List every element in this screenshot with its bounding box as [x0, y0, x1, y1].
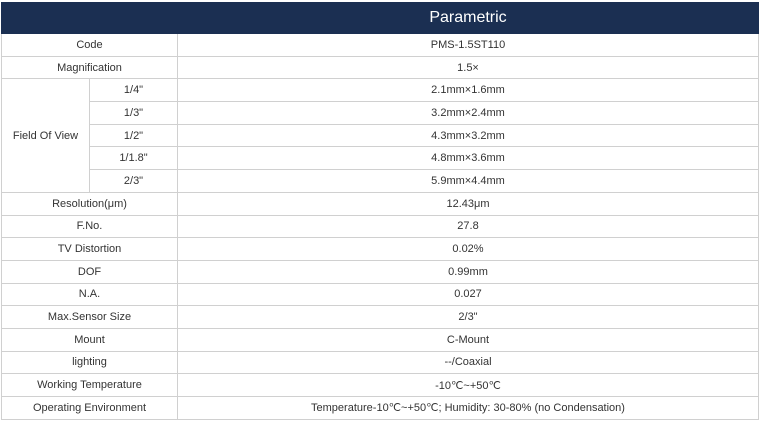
row-label: Code	[1, 33, 178, 57]
row-label: Max.Sensor Size	[1, 305, 178, 329]
row-value: 12.43μm	[177, 191, 759, 216]
fov-value: 3.2mm×2.4mm	[177, 101, 759, 125]
table-row: Resolution(μm) 12.43μm	[1, 191, 759, 216]
row-value: -10℃~+50℃	[177, 373, 759, 397]
fov-value: 5.9mm×4.4mm	[177, 169, 759, 193]
fov-value: 2.1mm×1.6mm	[177, 78, 759, 103]
row-value: Temperature-10℃~+50℃; Humidity: 30-80% (…	[177, 396, 759, 420]
row-value: --/Coaxial	[177, 350, 759, 375]
table-row: N.A. 0.027	[1, 282, 759, 307]
row-value: 27.8	[177, 214, 759, 239]
fov-label: Field Of View	[1, 78, 90, 193]
row-label: Magnification	[1, 55, 178, 80]
table-title: Parametric	[177, 2, 759, 34]
row-label: Resolution(μm)	[1, 191, 178, 216]
sensor-size: 1/3"	[89, 101, 178, 125]
table-row: Field Of View 1/4" 2.1mm×1.6mm	[1, 78, 759, 193]
table-row: Max.Sensor Size 2/3"	[1, 305, 759, 329]
table-row: Operating Environment Temperature-10℃~+50…	[1, 396, 759, 420]
table-row: lighting --/Coaxial	[1, 350, 759, 375]
sensor-size: 2/3"	[89, 169, 178, 193]
table-row: 2/3" 5.9mm×4.4mm	[2, 169, 759, 193]
row-value: 0.027	[177, 282, 759, 307]
row-label: DOF	[1, 259, 178, 284]
fov-value: 4.3mm×3.2mm	[177, 123, 759, 148]
row-value: 0.02%	[177, 237, 759, 261]
row-label: Mount	[1, 327, 178, 352]
table-row: DOF 0.99mm	[1, 259, 759, 284]
header-row: Parametric	[1, 2, 759, 34]
row-value: 2/3"	[177, 305, 759, 329]
row-label: F.No.	[1, 214, 178, 239]
table-row: Magnification 1.5×	[1, 55, 759, 80]
table-row: 1/1.8" 4.8mm×3.6mm	[2, 146, 759, 171]
table-row: 1/2" 4.3mm×3.2mm	[2, 123, 759, 148]
row-value: 0.99mm	[177, 259, 759, 284]
row-label: lighting	[1, 350, 178, 375]
table-row: Working Temperature -10℃~+50℃	[1, 373, 759, 397]
row-label: Operating Environment	[1, 396, 178, 420]
row-label: Working Temperature	[1, 373, 178, 397]
table-row: TV Distortion 0.02%	[1, 237, 759, 261]
row-value: C-Mount	[177, 327, 759, 352]
sensor-size: 1/4"	[89, 78, 178, 103]
table-row: Mount C-Mount	[1, 327, 759, 352]
table-row: F.No. 27.8	[1, 214, 759, 239]
table-row: Code PMS-1.5ST110	[1, 33, 759, 57]
sensor-size: 1/2"	[89, 123, 178, 148]
sensor-size: 1/1.8"	[89, 146, 178, 171]
table-row: 1/3" 3.2mm×2.4mm	[2, 101, 759, 125]
row-label: N.A.	[1, 282, 178, 307]
fov-value: 4.8mm×3.6mm	[177, 146, 759, 171]
row-label: TV Distortion	[1, 237, 178, 261]
row-value: 1.5×	[177, 55, 759, 80]
row-value: PMS-1.5ST110	[177, 33, 759, 57]
